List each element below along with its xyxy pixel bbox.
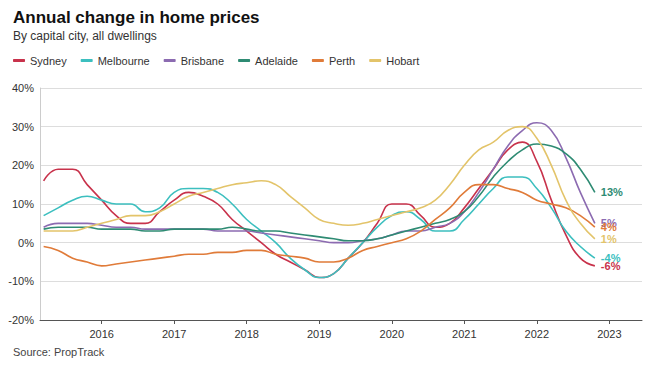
svg-text:2020: 2020 <box>380 328 404 340</box>
svg-text:2021: 2021 <box>452 328 476 340</box>
svg-text:-6%: -6% <box>600 259 621 272</box>
svg-text:20%: 20% <box>12 159 34 171</box>
svg-text:Annual change in home prices: Annual change in home prices <box>13 8 260 27</box>
svg-text:10%: 10% <box>12 198 34 210</box>
svg-text:30%: 30% <box>12 121 34 133</box>
svg-text:13%: 13% <box>601 186 623 198</box>
svg-text:-10%: -10% <box>8 275 34 287</box>
svg-text:Perth: Perth <box>329 55 355 67</box>
svg-text:2022: 2022 <box>525 328 549 340</box>
svg-text:Adelaide: Adelaide <box>255 55 298 67</box>
svg-text:-20%: -20% <box>8 314 34 326</box>
svg-text:By capital city, all dwellings: By capital city, all dwellings <box>13 29 157 43</box>
svg-text:2023: 2023 <box>597 328 621 340</box>
svg-text:2017: 2017 <box>162 328 186 340</box>
svg-text:2016: 2016 <box>89 328 113 340</box>
svg-text:0%: 0% <box>18 237 34 249</box>
svg-text:-4%: -4% <box>601 252 621 264</box>
svg-text:Source: PropTrack: Source: PropTrack <box>13 346 105 358</box>
svg-text:Sydney: Sydney <box>30 55 67 67</box>
svg-text:1%: 1% <box>601 233 617 245</box>
svg-text:Brisbane: Brisbane <box>181 55 224 67</box>
svg-text:2019: 2019 <box>307 328 331 340</box>
svg-text:Melbourne: Melbourne <box>98 55 150 67</box>
svg-text:Hobart: Hobart <box>386 55 419 67</box>
svg-text:40%: 40% <box>12 82 34 94</box>
svg-text:4%: 4% <box>601 221 617 233</box>
svg-text:2018: 2018 <box>234 328 258 340</box>
